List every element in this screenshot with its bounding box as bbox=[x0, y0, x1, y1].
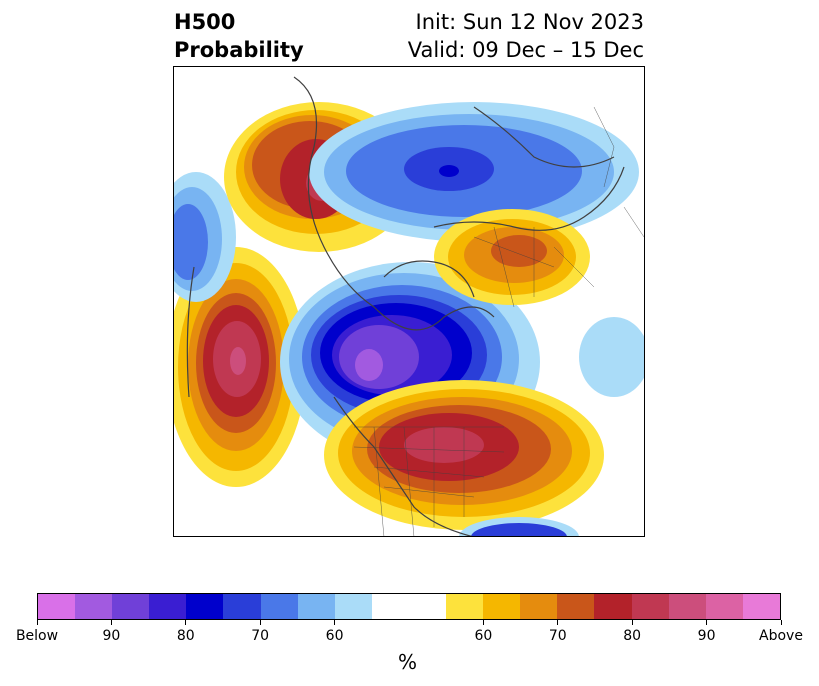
colorbar-tick-label: 90 bbox=[697, 628, 716, 644]
colorbar-tick-label: 80 bbox=[623, 628, 642, 644]
colorbar-neutral-band bbox=[371, 594, 447, 619]
unit-label: % bbox=[398, 650, 418, 674]
colorbar-swatch-below bbox=[149, 594, 187, 619]
colorbar-swatch-above bbox=[705, 594, 743, 619]
above-north-pacific bbox=[174, 247, 306, 487]
probability-map bbox=[173, 66, 645, 537]
below-hudson bbox=[309, 102, 639, 242]
colorbar-swatch-below bbox=[186, 594, 224, 619]
colorbar-tick bbox=[185, 620, 187, 625]
coastlines bbox=[186, 76, 625, 536]
init-date: Init: Sun 12 Nov 2023 bbox=[415, 10, 644, 34]
colorbar-tick-label: 80 bbox=[176, 628, 195, 644]
title-right-block: Init: Sun 12 Nov 2023 Valid: 09 Dec – 15… bbox=[408, 8, 644, 64]
above-europe bbox=[434, 209, 590, 305]
colorbar-tick-label: 60 bbox=[474, 628, 493, 644]
colorbar-tick-label: 60 bbox=[325, 628, 344, 644]
colorbar bbox=[37, 593, 781, 620]
colorbar-swatch-above bbox=[557, 594, 595, 619]
colorbar-swatch-above bbox=[520, 594, 558, 619]
colorbar-tick bbox=[706, 620, 708, 625]
colorbar-tick-label: 90 bbox=[102, 628, 121, 644]
below-southeast bbox=[459, 517, 579, 536]
below-arctic bbox=[280, 262, 540, 462]
colorbar-tick-label: 70 bbox=[251, 628, 270, 644]
field-type: Probability bbox=[174, 38, 304, 62]
colorbar-swatch-above bbox=[631, 594, 669, 619]
colorbar-tick-label: 70 bbox=[548, 628, 567, 644]
colorbar-swatch-below bbox=[112, 594, 150, 619]
colorbar-swatch-above bbox=[668, 594, 706, 619]
below-east-fringe bbox=[579, 317, 644, 397]
above-eastern-us bbox=[324, 380, 604, 530]
colorbar-swatch-above bbox=[742, 594, 780, 619]
colorbar-tick bbox=[36, 620, 38, 625]
colorbar-swatch-below bbox=[260, 594, 298, 619]
colorbar-swatch-above bbox=[446, 594, 484, 619]
borders bbox=[353, 106, 644, 536]
colorbar-tick bbox=[259, 620, 261, 625]
colorbar-swatch-below bbox=[334, 594, 372, 619]
colorbar-tick bbox=[780, 620, 782, 625]
colorbar-swatch-below bbox=[75, 594, 113, 619]
colorbar-swatch-below bbox=[223, 594, 261, 619]
below-bering bbox=[174, 172, 236, 302]
colorbar-swatch-below bbox=[297, 594, 335, 619]
colorbar-tick bbox=[631, 620, 633, 625]
colorbar-swatch-above bbox=[594, 594, 632, 619]
colorbar-tick bbox=[557, 620, 559, 625]
colorbar-tick bbox=[334, 620, 336, 625]
colorbar-tick bbox=[482, 620, 484, 625]
colorbar-swatch-below bbox=[38, 594, 76, 619]
colorbar-tick-label: Below bbox=[15, 628, 59, 644]
title-left-block: H500 Probability bbox=[174, 8, 304, 64]
colorbar-tick bbox=[110, 620, 112, 625]
colorbar-tick-label: Above bbox=[759, 628, 803, 644]
colorbar-swatch-above bbox=[483, 594, 521, 619]
field-name: H500 bbox=[174, 10, 236, 34]
valid-range: Valid: 09 Dec – 15 Dec bbox=[407, 38, 644, 62]
